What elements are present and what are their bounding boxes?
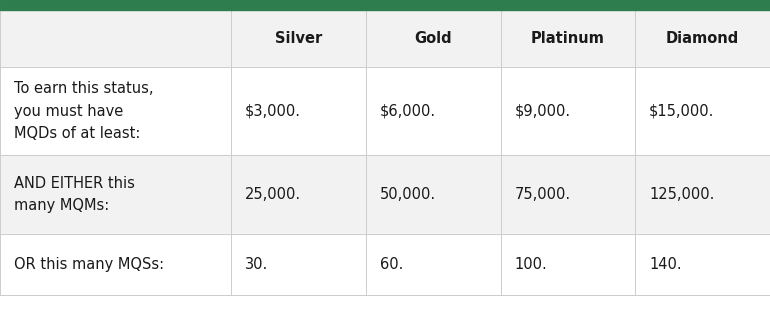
- Text: $9,000.: $9,000.: [514, 104, 571, 119]
- Text: 140.: 140.: [649, 257, 681, 272]
- Text: $6,000.: $6,000.: [380, 104, 436, 119]
- Bar: [0, 10, 770, 67]
- Text: 75,000.: 75,000.: [514, 187, 571, 202]
- Text: 60.: 60.: [380, 257, 403, 272]
- Text: 25,000.: 25,000.: [245, 187, 301, 202]
- Text: 30.: 30.: [245, 257, 268, 272]
- Text: $15,000.: $15,000.: [649, 104, 715, 119]
- Text: AND EITHER this
many MQMs:: AND EITHER this many MQMs:: [14, 176, 135, 214]
- Bar: [0, 67, 770, 155]
- Text: 100.: 100.: [514, 257, 547, 272]
- Bar: [0, 155, 770, 234]
- Bar: [0, 0, 770, 10]
- Text: 125,000.: 125,000.: [649, 187, 715, 202]
- Text: 50,000.: 50,000.: [380, 187, 436, 202]
- Text: OR this many MQSs:: OR this many MQSs:: [14, 257, 164, 272]
- Text: Diamond: Diamond: [666, 31, 739, 46]
- Text: Silver: Silver: [275, 31, 322, 46]
- Text: To earn this status,
you must have
MQDs of at least:: To earn this status, you must have MQDs …: [14, 81, 153, 142]
- Text: Gold: Gold: [414, 31, 452, 46]
- Bar: [0, 234, 770, 295]
- Text: Platinum: Platinum: [531, 31, 604, 46]
- Text: $3,000.: $3,000.: [245, 104, 301, 119]
